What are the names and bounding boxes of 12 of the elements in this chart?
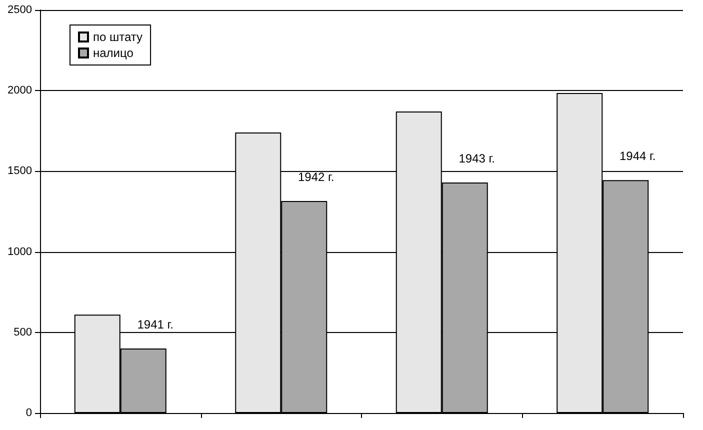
y-tick-label: 500 (14, 326, 32, 338)
x-tick-label: 1941 г. (137, 318, 174, 332)
y-tick-label: 0 (26, 407, 32, 419)
y-tick-label: 2000 (8, 84, 32, 97)
x-tick-label: 1944 г. (619, 149, 656, 164)
y-tick-label: 1000 (8, 246, 32, 258)
x-tick-label: 1942 г. (298, 170, 334, 184)
legend-label: по штату (93, 30, 143, 44)
y-tick-label: 1500 (8, 165, 32, 178)
legend-label: налицо (93, 46, 134, 60)
x-tick-label: 1943 г. (458, 151, 496, 166)
y-tick-label: 2500 (8, 4, 32, 16)
